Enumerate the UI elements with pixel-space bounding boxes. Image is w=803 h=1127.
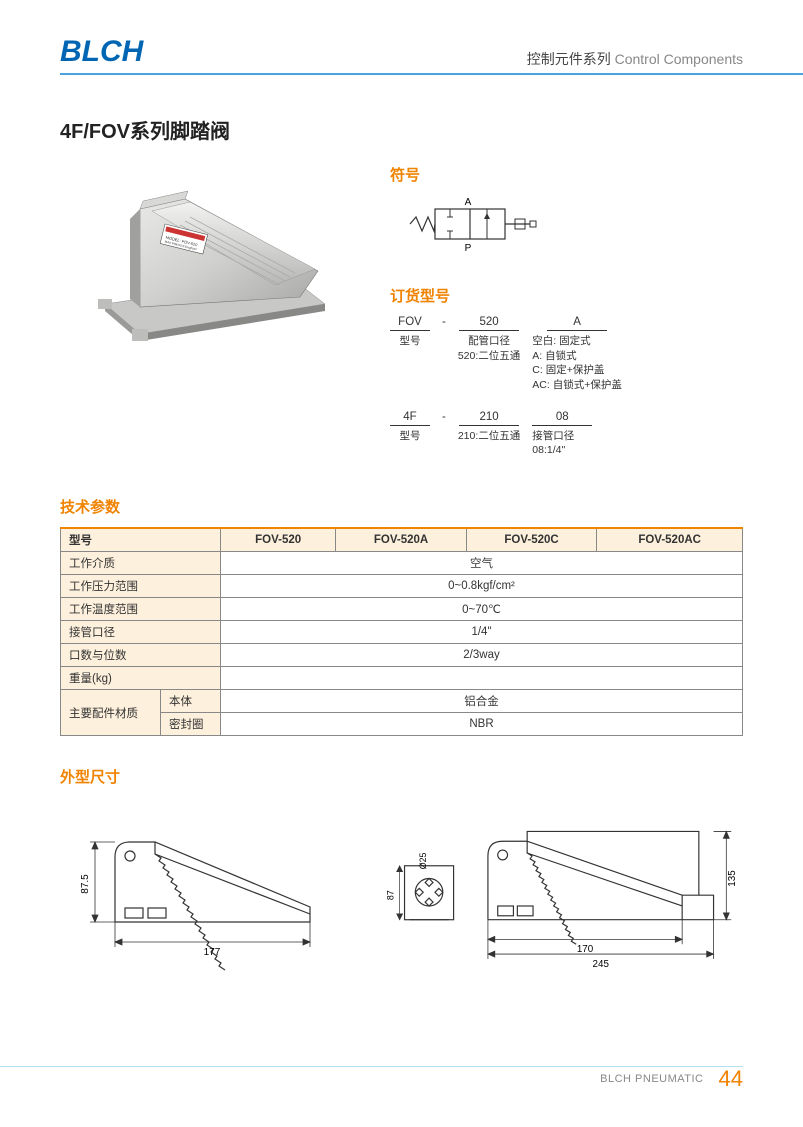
header-category: 控制元件系列 Control Components [527, 49, 743, 69]
svg-text:Ø25: Ø25 [418, 853, 428, 870]
order1-col2-sub: 配管口径 520:二位五通 [458, 334, 520, 363]
spec-row-label: 工作介质 [61, 552, 221, 575]
spec-row-value: 1/4" [221, 621, 743, 644]
svg-text:87: 87 [386, 890, 396, 900]
order1-col2-hd: 520 [459, 316, 519, 331]
spec-row-value [221, 667, 743, 690]
svg-text:135: 135 [727, 870, 738, 887]
spec-head-1: FOV-520 [221, 528, 336, 552]
order-block-1: FOV 型号 - 520 配管口径 520:二位五通 A 空白: 固定式 A: … [390, 316, 743, 393]
spec-head-4: FOV-520AC [597, 528, 743, 552]
svg-text:177: 177 [204, 947, 221, 958]
logo: BLCH [60, 35, 143, 69]
section-symbol-heading: 符号 [390, 164, 743, 185]
page-title: 4F/FOV系列脚踏阀 [0, 75, 803, 154]
dim-row: 177 87.5 [60, 802, 743, 1001]
right-column: 符号 A P 订货型号 [380, 164, 743, 476]
spec-head-2: FOV-520A [336, 528, 466, 552]
spec-material-value: NBR [221, 713, 743, 736]
product-image: MODEL: FOV-520 MAX PRESS 0.8 kgf/cm² [60, 164, 360, 374]
section-dim-heading: 外型尺寸 [60, 766, 743, 787]
order1-col1-sub: 型号 [390, 334, 430, 349]
footer-brand: BLCH PNEUMATIC [600, 1073, 703, 1085]
dash: - [442, 411, 446, 423]
order-block-2: 4F 型号 - 210 210:二位五通 08 接管口径 08:1/4" [390, 411, 743, 458]
svg-text:245: 245 [593, 959, 610, 970]
spec-head-0: 型号 [61, 528, 221, 552]
spec-row-value: 0~70℃ [221, 598, 743, 621]
spec-material-sublabel: 密封圈 [161, 713, 221, 736]
dim-figure-right: 87 Ø25 [380, 802, 743, 1001]
spec-material-label: 主要配件材质 [61, 690, 161, 736]
order2-col2-sub: 210:二位五通 [458, 429, 520, 444]
top-row: MODEL: FOV-520 MAX PRESS 0.8 kgf/cm² 符号 … [0, 154, 803, 476]
spec-row-value: 2/3way [221, 644, 743, 667]
spec-head-3: FOV-520C [466, 528, 596, 552]
dash: - [442, 316, 446, 328]
symbol-diagram: A P [390, 195, 570, 265]
spec-row-value: 0~0.8kgf/cm² [221, 575, 743, 598]
order1-col3-sub: 空白: 固定式 A: 自锁式 C: 固定+保护盖 AC: 自锁式+保护盖 [532, 334, 622, 393]
order1-col3-hd: A [547, 316, 607, 331]
section-spec-heading: 技术参数 [60, 496, 743, 517]
header: BLCH 控制元件系列 Control Components [0, 0, 803, 69]
spec-row-label: 接管口径 [61, 621, 221, 644]
order2-col3-sub: 接管口径 08:1/4" [532, 429, 592, 458]
order2-col2-hd: 210 [459, 411, 519, 426]
footer: BLCH PNEUMATIC 44 [600, 1066, 743, 1092]
svg-text:170: 170 [577, 944, 594, 955]
order1-col1-hd: FOV [390, 316, 430, 331]
order2-col1-sub: 型号 [390, 429, 430, 444]
section-order-heading: 订货型号 [390, 285, 743, 306]
svg-text:A: A [465, 197, 472, 208]
dim-section: 外型尺寸 [0, 736, 803, 1001]
spec-table: 型号 FOV-520 FOV-520A FOV-520C FOV-520AC 工… [60, 527, 743, 736]
spec-material-value: 铝合金 [221, 690, 743, 713]
spec-row-label: 口数与位数 [61, 644, 221, 667]
order2-col1-hd: 4F [390, 411, 430, 426]
svg-text:P: P [465, 243, 472, 254]
spec-row-label: 重量(kg) [61, 667, 221, 690]
order2-col3-hd: 08 [532, 411, 592, 426]
spec-row-value: 空气 [221, 552, 743, 575]
spec-row-label: 工作温度范围 [61, 598, 221, 621]
footer-page: 44 [719, 1066, 743, 1092]
category-cn: 控制元件系列 [527, 51, 611, 67]
spec-material-sublabel: 本体 [161, 690, 221, 713]
dim-figure-left: 177 87.5 [60, 802, 350, 1001]
spec-section: 技术参数 型号 FOV-520 FOV-520A FOV-520C FOV-52… [0, 476, 803, 736]
category-en: Control Components [615, 51, 743, 67]
svg-text:87.5: 87.5 [80, 874, 91, 894]
spec-row-label: 工作压力范围 [61, 575, 221, 598]
